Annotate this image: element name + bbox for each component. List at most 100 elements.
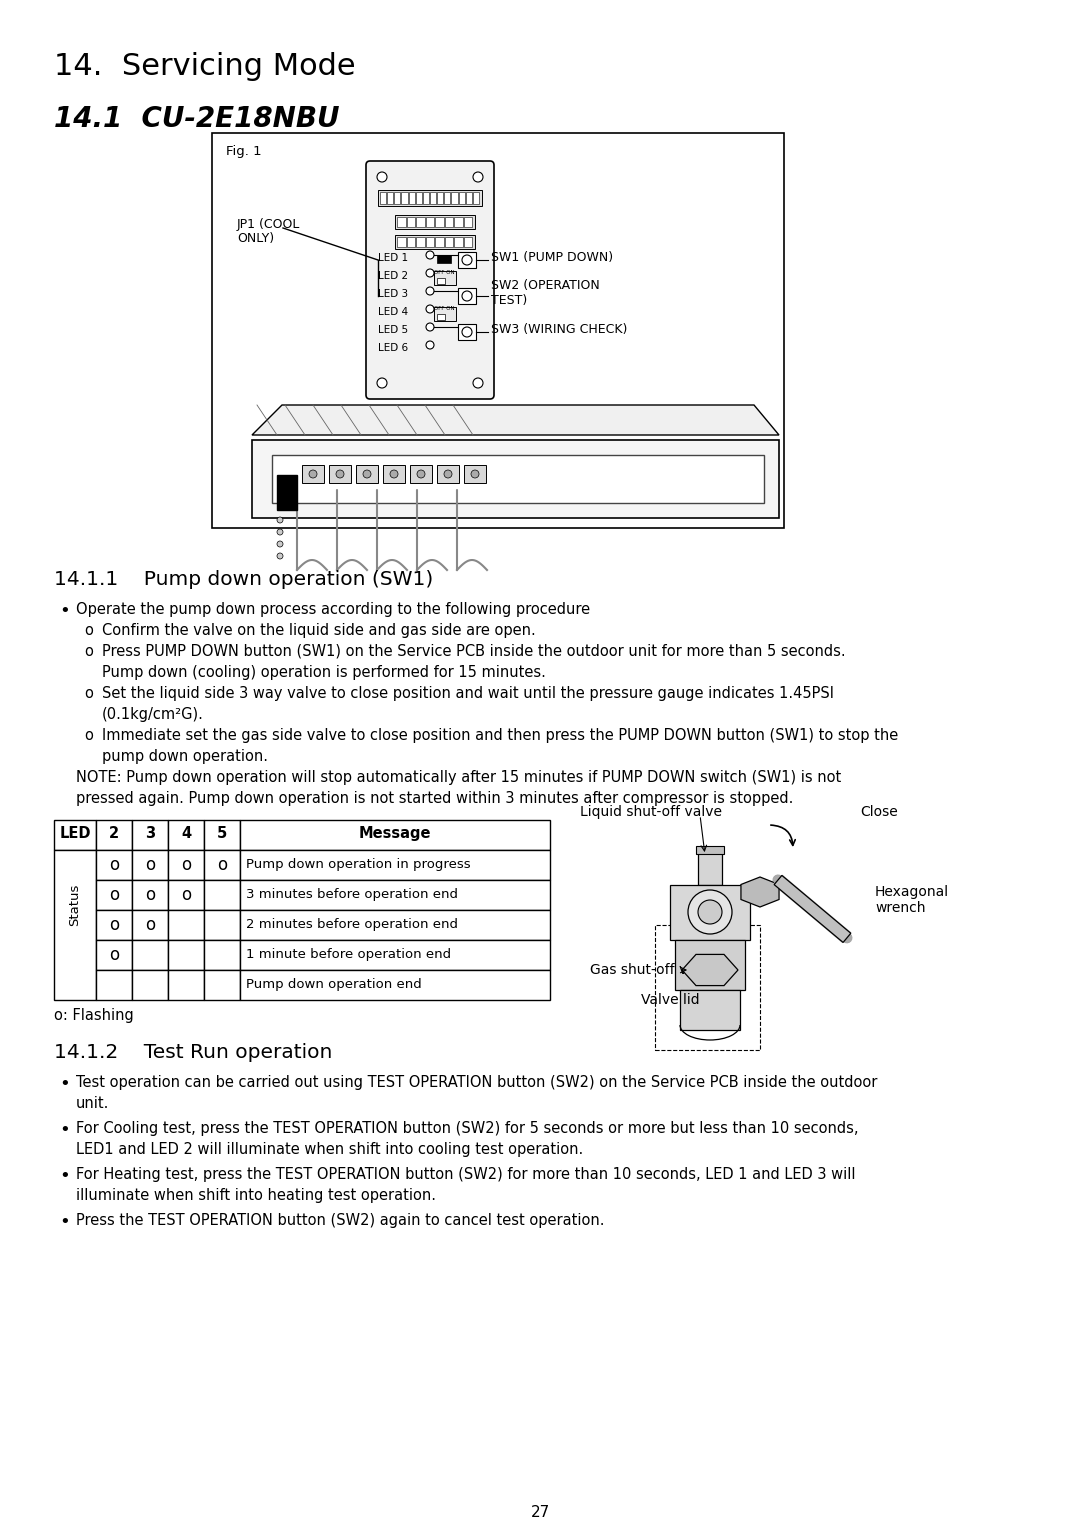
Bar — [437, 255, 451, 263]
Text: 3: 3 — [145, 826, 156, 841]
Text: Immediate set the gas side valve to close position and then press the PUMP DOWN : Immediate set the gas side valve to clos… — [102, 728, 899, 744]
Text: JP1 (COOL: JP1 (COOL — [237, 218, 300, 231]
Text: Test operation can be carried out using TEST OPERATION button (SW2) on the Servi: Test operation can be carried out using … — [76, 1075, 877, 1090]
Polygon shape — [681, 954, 738, 985]
Text: LED 5: LED 5 — [378, 325, 408, 334]
Text: 14.1.2    Test Run operation: 14.1.2 Test Run operation — [54, 1043, 333, 1061]
Text: ONLY): ONLY) — [237, 232, 274, 244]
Bar — [383, 466, 405, 483]
Text: o: o — [109, 947, 119, 964]
Bar — [240, 880, 550, 910]
Bar — [459, 192, 464, 205]
Bar — [240, 941, 550, 970]
Text: NOTE: Pump down operation will stop automatically after 15 minutes if PUMP DOWN : NOTE: Pump down operation will stop auto… — [76, 770, 841, 785]
Bar — [670, 886, 750, 941]
Text: Operate the pump down process according to the following procedure: Operate the pump down process according … — [76, 602, 590, 617]
Bar — [329, 466, 351, 483]
Text: For Heating test, press the TEST OPERATION button (SW2) for more than 10 seconds: For Heating test, press the TEST OPERATI… — [76, 1167, 855, 1182]
Circle shape — [444, 470, 453, 478]
Bar — [426, 217, 434, 228]
Bar — [654, 925, 760, 1051]
Text: o: Flashing: o: Flashing — [54, 1008, 134, 1023]
Circle shape — [377, 173, 387, 182]
Text: Close: Close — [860, 805, 897, 818]
Bar — [698, 851, 723, 886]
Circle shape — [426, 287, 434, 295]
Text: o: o — [109, 916, 119, 935]
Bar — [458, 324, 476, 341]
Text: 4: 4 — [181, 826, 191, 841]
Text: Hexagonal: Hexagonal — [875, 886, 949, 899]
Circle shape — [462, 255, 472, 266]
Bar — [380, 192, 387, 205]
Bar — [302, 466, 324, 483]
Circle shape — [471, 470, 480, 478]
Bar — [54, 820, 550, 851]
Text: For Cooling test, press the TEST OPERATION button (SW2) for 5 seconds or more bu: For Cooling test, press the TEST OPERATI… — [76, 1121, 859, 1136]
Text: SW2 (OPERATION
TEST): SW2 (OPERATION TEST) — [491, 279, 599, 307]
Text: unit.: unit. — [76, 1096, 109, 1112]
Text: o: o — [84, 623, 93, 638]
Circle shape — [426, 324, 434, 331]
Bar — [54, 820, 96, 851]
Text: o: o — [109, 886, 119, 904]
Circle shape — [462, 327, 472, 337]
Text: LED 3: LED 3 — [378, 289, 408, 299]
Bar — [96, 910, 132, 941]
Text: Press PUMP DOWN button (SW1) on the Service PCB inside the outdoor unit for more: Press PUMP DOWN button (SW1) on the Serv… — [102, 644, 846, 660]
Text: LED 1: LED 1 — [378, 253, 408, 263]
Circle shape — [426, 341, 434, 350]
Text: Message: Message — [359, 826, 431, 841]
Bar — [252, 440, 779, 518]
Bar — [356, 466, 378, 483]
Bar — [387, 192, 393, 205]
Bar — [132, 910, 168, 941]
Bar — [240, 970, 550, 1000]
Text: Set the liquid side 3 way valve to close position and wait until the pressure ga: Set the liquid side 3 way valve to close… — [102, 686, 834, 701]
Text: Pump down (cooling) operation is performed for 15 minutes.: Pump down (cooling) operation is perform… — [102, 664, 545, 680]
Text: •: • — [59, 1075, 70, 1093]
Text: Gas shut-off valve: Gas shut-off valve — [590, 964, 716, 977]
Text: Pump down operation end: Pump down operation end — [246, 977, 422, 991]
Bar — [132, 970, 168, 1000]
Text: •: • — [59, 1167, 70, 1185]
Bar — [212, 133, 784, 528]
Text: (0.1kg/cm²G).: (0.1kg/cm²G). — [102, 707, 204, 722]
Circle shape — [390, 470, 399, 478]
Bar — [473, 192, 480, 205]
Text: OFF ON: OFF ON — [434, 270, 455, 275]
Text: illuminate when shift into heating test operation.: illuminate when shift into heating test … — [76, 1188, 436, 1203]
Bar — [416, 192, 422, 205]
FancyBboxPatch shape — [366, 160, 494, 399]
Bar — [204, 880, 240, 910]
Text: o: o — [145, 857, 156, 873]
Circle shape — [473, 379, 483, 388]
Bar — [54, 851, 96, 1000]
Text: pump down operation.: pump down operation. — [102, 750, 268, 764]
Circle shape — [426, 250, 434, 260]
Circle shape — [276, 541, 283, 547]
Text: Confirm the valve on the liquid side and gas side are open.: Confirm the valve on the liquid side and… — [102, 623, 536, 638]
Bar — [240, 851, 550, 880]
Bar — [445, 217, 453, 228]
Bar — [435, 217, 444, 228]
Bar — [426, 237, 434, 247]
Bar — [276, 475, 297, 510]
Circle shape — [698, 899, 723, 924]
Bar — [465, 192, 472, 205]
Text: Pump down operation in progress: Pump down operation in progress — [246, 858, 471, 870]
Text: o: o — [145, 916, 156, 935]
Bar — [168, 910, 204, 941]
Circle shape — [276, 553, 283, 559]
Bar — [272, 455, 764, 502]
Bar — [168, 970, 204, 1000]
Bar — [168, 851, 204, 880]
Bar — [408, 192, 415, 205]
Bar — [454, 217, 462, 228]
Text: Press the TEST OPERATION button (SW2) again to cancel test operation.: Press the TEST OPERATION button (SW2) ag… — [76, 1212, 605, 1228]
Bar — [445, 237, 453, 247]
Circle shape — [462, 292, 472, 301]
Circle shape — [417, 470, 426, 478]
Bar — [696, 846, 724, 854]
Text: Status: Status — [68, 884, 81, 927]
